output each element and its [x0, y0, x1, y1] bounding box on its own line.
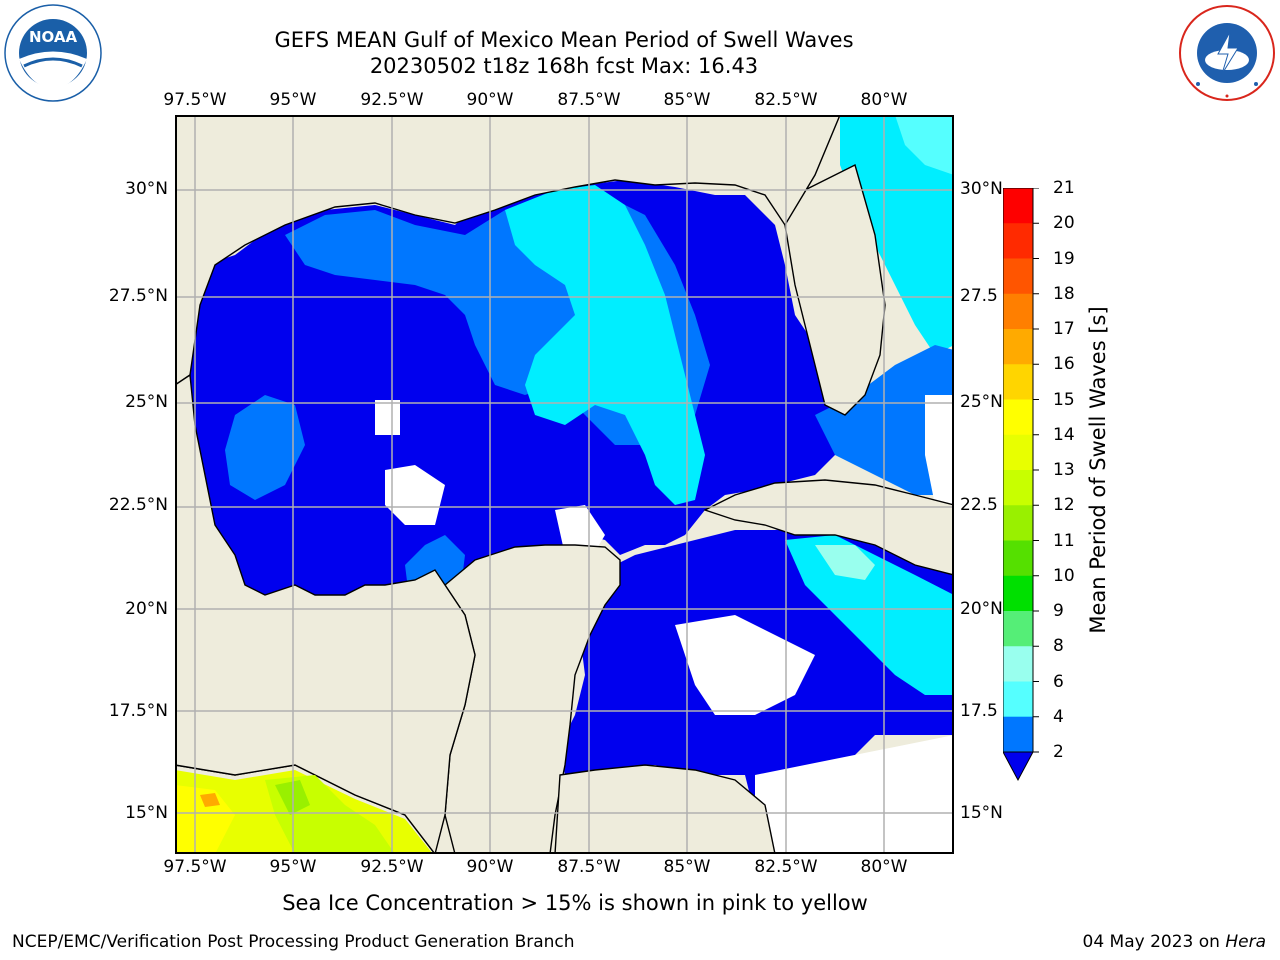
nws-logo [1179, 5, 1275, 101]
lon-label: 90°W [466, 857, 514, 877]
lat-label: 30°N [960, 179, 1003, 199]
colorbar-swatch [1003, 611, 1033, 647]
sea-ice-note: Sea Ice Concentration > 15% is shown in … [282, 891, 868, 915]
colorbar-title: Mean Period of Swell Waves [s] [1086, 306, 1110, 634]
colorbar-tick-label: 6 [1053, 671, 1064, 692]
host-name: Hera [1225, 932, 1266, 952]
colorbar-tick-label: 14 [1053, 424, 1075, 445]
lon-label: 82.5°W [754, 90, 818, 110]
mexico-west-coast [175, 373, 476, 854]
svg-text:NOAA: NOAA [29, 28, 78, 46]
lat-label: 27.5 [960, 286, 998, 306]
lat-label: 17.5°N [108, 701, 168, 721]
atlantic-swell-highlight [895, 115, 954, 175]
map-panel [175, 115, 954, 854]
colorbar-tick-label: 10 [1053, 565, 1075, 586]
lon-label: 85°W [663, 857, 711, 877]
lat-label: 22.5 [960, 495, 998, 515]
noaa-logo: NOAA [4, 4, 102, 102]
producer-credit: NCEP/EMC/Verification Post Processing Pr… [12, 932, 575, 952]
lat-label: 27.5°N [108, 286, 168, 306]
map-title: GEFS MEAN Gulf of Mexico Mean Period of … [274, 28, 854, 52]
lon-label: 82.5°W [754, 857, 818, 877]
pacific-period-region-inner [175, 785, 235, 854]
florida [784, 163, 886, 416]
run-date-text: 04 May 2023 on [1082, 932, 1220, 952]
map-border [175, 115, 954, 854]
lat-label: 15°N [960, 803, 1003, 823]
colorbar-swatch [1003, 258, 1033, 295]
lat-label: 30°N [125, 179, 168, 199]
lon-label: 80°W [860, 857, 908, 877]
lon-label: 95°W [269, 90, 317, 110]
lat-label: 25°N [960, 392, 1003, 412]
map-gridlines [175, 115, 954, 854]
map-subtitle: 20230502 t18z 168h fcst Max: 16.43 [369, 54, 759, 78]
lon-label: 80°W [860, 90, 908, 110]
missing-data-patch [925, 395, 954, 505]
missing-data-patch [675, 615, 815, 715]
colorbar-swatch [1003, 329, 1033, 365]
colorbar-tick-label: 2 [1053, 742, 1064, 762]
colorbar-extend-arrow [1003, 751, 1034, 782]
colorbar-tick-label: 15 [1053, 389, 1075, 410]
honduras-coast [554, 764, 776, 854]
lat-label: 25°N [125, 392, 168, 412]
colorbar-tick-label: 4 [1053, 706, 1064, 727]
colorbar-tick-label: 17 [1053, 319, 1075, 339]
colorbar-swatch [1003, 540, 1033, 577]
colorbar-swatch [1003, 646, 1033, 682]
lon-label: 85°W [663, 90, 711, 110]
lon-label: 95°W [269, 857, 317, 877]
lat-label: 15°N [125, 803, 168, 823]
missing-data-patch [755, 735, 954, 854]
missing-data-patch [375, 400, 400, 435]
colorbar-tick-label: 21 [1053, 178, 1075, 198]
lon-label: 87.5°W [557, 90, 621, 110]
missing-data-patch [385, 465, 445, 525]
colorbar-swatch [1003, 223, 1033, 259]
colorbar-swatch [1003, 399, 1033, 436]
colorbar-swatch [1003, 434, 1033, 471]
cuba [703, 479, 954, 576]
lon-label: 90°W [466, 90, 514, 110]
colorbar-swatch [1003, 681, 1033, 718]
pacific-period-orange [200, 793, 220, 807]
run-date: 04 May 2023 on Hera [1083, 932, 1267, 952]
lon-label: 92.5°W [360, 90, 424, 110]
colorbar-swatch [1003, 716, 1033, 752]
lat-label: 20°N [125, 599, 168, 619]
colorbar-tick-label: 20 [1053, 213, 1075, 234]
lon-label: 92.5°W [360, 857, 424, 877]
colorbar-swatch [1003, 505, 1033, 541]
colorbar-swatch [1003, 293, 1033, 330]
swell-band-4to6-west [225, 395, 305, 500]
colorbar-tick-label: 11 [1053, 530, 1075, 551]
colorbar-tick-label: 8 [1053, 636, 1064, 657]
lat-label: 17.5 [960, 701, 998, 721]
lon-label: 97.5°W [163, 90, 227, 110]
swell-band-8to9 [815, 545, 875, 580]
us-gulf-coast [175, 115, 954, 386]
atlantic-swell-region [840, 115, 954, 355]
colorbar-swatch [1003, 470, 1033, 506]
colorbar-tick-label: 16 [1053, 354, 1075, 375]
colorbar-tick-label: 13 [1053, 460, 1075, 480]
lat-label: 20°N [960, 599, 1003, 619]
swell-band-6to8 [505, 185, 705, 505]
colorbar-swatch [1003, 575, 1033, 612]
swell-band-6to8-carib [785, 535, 954, 695]
colorbar-tick-label: 12 [1053, 495, 1075, 516]
lon-label: 97.5°W [163, 857, 227, 877]
colorbar-swatch [1003, 188, 1033, 224]
colorbar-tick-label: 9 [1053, 601, 1064, 621]
colorbar-tick-label: 18 [1053, 283, 1075, 304]
colorbar-swatch [1003, 364, 1033, 400]
lat-label: 22.5°N [108, 495, 168, 515]
colorbar-tick-label: 19 [1053, 248, 1075, 269]
lon-label: 87.5°W [557, 857, 621, 877]
colorbar [1003, 188, 1039, 782]
